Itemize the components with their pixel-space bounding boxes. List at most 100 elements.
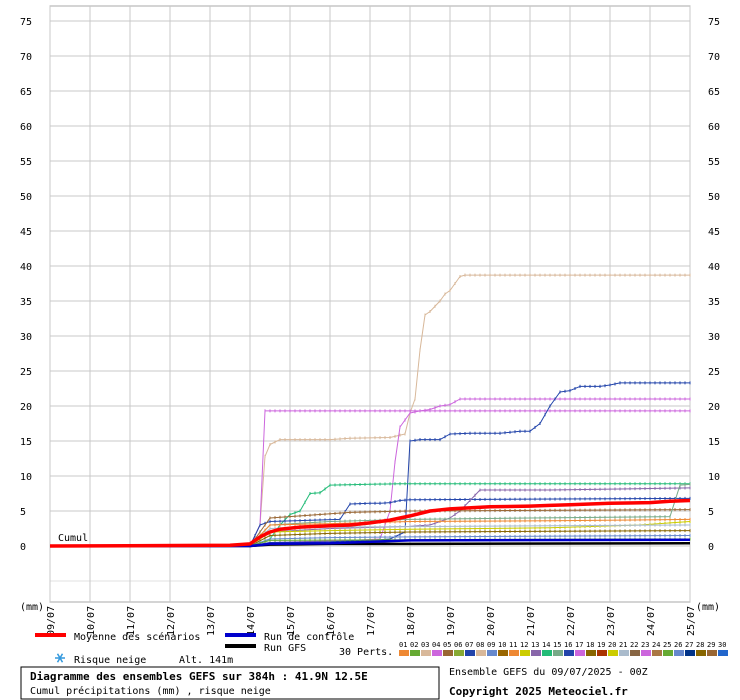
title-box [20, 666, 440, 700]
pert-id: 14 [542, 641, 550, 649]
pert-swatch [641, 650, 651, 656]
pert-id: 13 [531, 641, 539, 649]
perturbations-label: 30 Perts. [339, 647, 393, 658]
pert-swatch [564, 650, 574, 656]
pert-swatch [707, 650, 717, 656]
pert-id: 22 [630, 641, 638, 649]
pert-id: 04 [432, 641, 440, 649]
cumul-label: Cumul [58, 533, 88, 544]
pert-swatch [619, 650, 629, 656]
pert-swatch [597, 650, 607, 656]
y-unit-left: (mm) [20, 602, 44, 613]
pert-id: 07 [465, 641, 473, 649]
y-tick-label-right: 35 [708, 297, 720, 308]
legend-label-gfs: Run GFS [264, 643, 306, 654]
y-tick-label-left: 70 [20, 52, 32, 63]
y-tick-label-right: 65 [708, 87, 720, 98]
y-tick-label-right: 40 [708, 262, 720, 273]
pert-swatch [663, 650, 673, 656]
pert-id: 02 [410, 641, 418, 649]
pert-swatch [553, 650, 563, 656]
chart-title: Diagramme des ensembles GEFS sur 384h : … [30, 670, 368, 683]
x-tick-label: 23/07 [606, 606, 617, 636]
y-tick-label-left: 25 [20, 367, 32, 378]
y-tick-label-left: 55 [20, 157, 32, 168]
y-tick-label-left: 35 [20, 297, 32, 308]
y-tick-label-left: 0 [20, 542, 26, 553]
legend-label-control: Run de contrôle [264, 631, 354, 643]
y-tick-label-left: 50 [20, 192, 32, 203]
pert-swatch [685, 650, 695, 656]
x-tick-label: 22/07 [566, 606, 577, 636]
legend-label-mean: Moyenne des scénarios [74, 631, 200, 643]
y-tick-label-left: 60 [20, 122, 32, 133]
pert-swatch [674, 650, 684, 656]
y-tick-label-left: 75 [20, 17, 32, 28]
pert-swatch [465, 650, 475, 656]
y-tick-label-right: 20 [708, 402, 720, 413]
pert-swatch [410, 650, 420, 656]
y-tick-label-right: 25 [708, 367, 720, 378]
pert-id: 16 [564, 641, 572, 649]
y-unit-right: (mm) [696, 602, 720, 613]
pert-swatch [509, 650, 519, 656]
pert-id: 20 [608, 641, 616, 649]
pert-id: 29 [707, 641, 715, 649]
pert-id: 15 [553, 641, 561, 649]
y-tick-label-left: 45 [20, 227, 32, 238]
y-tick-label-right: 0 [708, 542, 714, 553]
pert-id: 28 [696, 641, 704, 649]
snowflake-icon [55, 653, 65, 663]
pert-id: 24 [652, 641, 660, 649]
pert-swatch [421, 650, 431, 656]
x-tick-label: 14/07 [246, 606, 257, 636]
chart-subtitle: Cumul précipitations (mm) , risque neige [30, 685, 271, 697]
y-tick-label-right: 75 [708, 17, 720, 28]
y-tick-label-left: 65 [20, 87, 32, 98]
pert-id: 25 [663, 641, 671, 649]
pert-swatch [443, 650, 453, 656]
pert-id: 05 [443, 641, 451, 649]
pert-swatch [718, 650, 728, 656]
pert-id: 08 [476, 641, 484, 649]
copyright-label: Copyright 2025 Meteociel.fr [449, 685, 628, 698]
x-tick-label: 16/07 [326, 606, 337, 636]
y-tick-label-left: 15 [20, 437, 32, 448]
pert-id: 06 [454, 641, 462, 649]
y-tick-label-left: 20 [20, 402, 32, 413]
x-axis-ticks: 09/07 10/07 11/07 12/07 13/07 14/07 15/07 16/07… [46, 606, 697, 636]
snow-risk-label: Risque neige [74, 655, 146, 666]
pert-swatch [696, 650, 706, 656]
y-tick-label-right: 55 [708, 157, 720, 168]
x-tick-label: 15/07 [286, 606, 297, 636]
pert-id: 19 [597, 641, 605, 649]
pert-id: 23 [641, 641, 649, 649]
pert-swatch [542, 650, 552, 656]
pert-swatch [476, 650, 486, 656]
pert-swatch [575, 650, 585, 656]
y-tick-label-left: 30 [20, 332, 32, 343]
y-tick-label-left: 5 [20, 507, 26, 518]
pert-swatch [520, 650, 530, 656]
pert-id: 11 [509, 641, 517, 649]
pert-swatch [531, 650, 541, 656]
pert-id: 17 [575, 641, 583, 649]
y-tick-label-right: 70 [708, 52, 720, 63]
pert-id: 26 [674, 641, 682, 649]
pert-swatch [487, 650, 497, 656]
y-tick-label-right: 60 [708, 122, 720, 133]
x-tick-label: 21/07 [526, 606, 537, 636]
altitude-label: Alt. 141m [179, 655, 233, 666]
pert-id: 12 [520, 641, 528, 649]
pert-swatch [630, 650, 640, 656]
perturbation-key: 01 02 03 04 05 06 07 08 09 10 11 12 13 14 15 16 17 18 19 20… [399, 641, 728, 656]
x-tick-label: 19/07 [446, 606, 457, 636]
x-tick-label: 12/07 [166, 606, 177, 636]
ensemble-run-label: Ensemble GEFS du 09/07/2025 - 00Z [449, 667, 648, 678]
pert-swatch [432, 650, 442, 656]
pert-id: 18 [586, 641, 594, 649]
pert-swatch [586, 650, 596, 656]
y-tick-label-left: 40 [20, 262, 32, 273]
